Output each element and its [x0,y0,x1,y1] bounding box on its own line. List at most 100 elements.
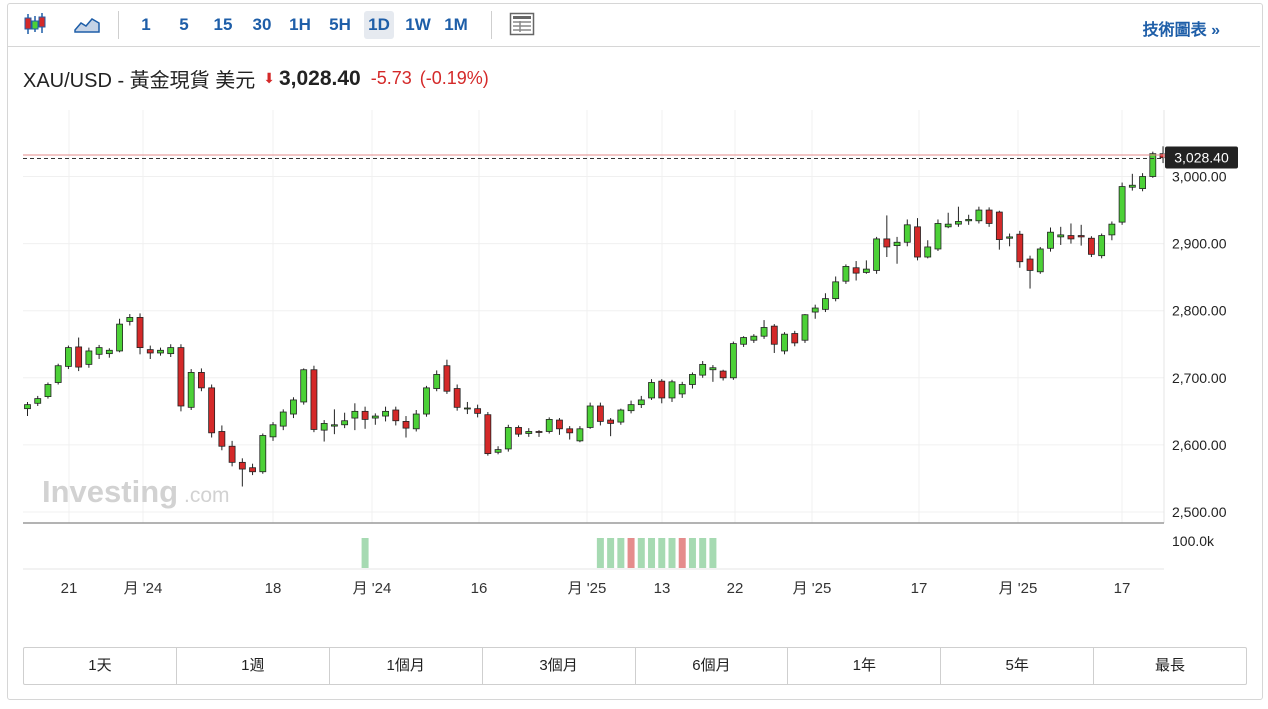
price-tick-label: 2,900.00 [1172,236,1227,252]
interval-1m-button[interactable]: 1 [141,15,151,34]
candle-down [474,404,482,418]
candle-body [576,428,584,442]
interval-15m-button[interactable]: 15 [213,15,233,34]
last-price-tag-label: 3,028.40 [1174,149,1229,165]
instrument-name: XAU/USD - 黃金現貨 美元 [23,70,256,92]
candle-down [136,313,144,355]
candle-body [566,428,574,434]
candle-body [198,372,205,389]
candle-up [627,400,635,414]
candle-up [903,219,911,247]
candle-down [883,215,891,258]
candle-body [463,407,471,410]
price-tick-label: 2,800.00 [1172,303,1227,319]
candle-down [995,210,1003,250]
volume-bar [688,538,696,568]
candle-body [320,423,328,431]
interval-5h-button[interactable]: 5H [329,15,351,34]
candle-body [1036,248,1044,273]
time-tick-label: 18 [265,580,282,597]
candle-body [504,427,512,450]
candle-body [392,409,400,422]
chart-grid [23,110,1164,523]
candle-body [474,408,482,414]
candle-up [85,347,93,368]
range-3-months[interactable]: 3個月 [483,648,636,684]
range-6-months[interactable]: 6個月 [636,648,789,684]
candle-body [1139,176,1146,189]
candle-body [157,349,164,354]
candle-up [1057,226,1065,245]
candle-body [208,387,216,434]
candle-down [392,406,400,426]
candle-up [126,314,134,326]
interval-5m-button[interactable]: 5 [179,15,189,34]
candle-up [351,403,359,431]
candle-body [218,431,226,447]
candle-body [934,223,942,250]
price-change: -5.73 [370,68,412,88]
interval-1h-button[interactable]: 1H [289,15,311,34]
candle-down [177,344,185,412]
candle-body [1067,235,1075,240]
interval-1mo-button[interactable]: 1M [444,15,468,34]
range-max[interactable]: 最長 [1155,657,1186,674]
candle-body [330,424,338,427]
candle-body [484,414,492,455]
candle-up [709,365,717,382]
candle-body [781,333,788,352]
toolbar-divider [491,11,492,39]
price-chart[interactable]: Investing .com 2,500.002,600.002,700.002… [0,0,1268,640]
range-5-years[interactable]: 5年 [941,648,1095,684]
chart-widget-frame [7,3,1263,700]
candle-up [944,212,952,229]
candle-up [975,206,983,224]
candlestick-icon[interactable] [20,9,50,39]
volume-axis-label: 100.0k [1172,533,1215,549]
candle-body [801,314,809,341]
range-1-year[interactable]: 1年 [788,648,942,684]
candle-up [689,372,696,389]
candle-body [862,268,870,273]
range-1-month[interactable]: 1個月 [330,648,483,684]
candle-body [351,410,359,419]
candle-up [494,446,502,455]
candle-up [924,240,932,259]
candle-down [453,384,461,411]
candle-body [545,419,553,432]
indicators-table-icon[interactable] [507,9,537,39]
candle-body [658,380,666,399]
candle-body [811,307,819,313]
volume-bar [617,538,625,568]
price-tick-label: 3,000.00 [1172,169,1227,185]
volume-bar [596,538,604,568]
candle-up [934,219,942,251]
candle-body [607,419,615,424]
range-1-day[interactable]: 1天 [24,648,177,684]
candles-layer [24,146,1167,487]
candle-body [965,219,973,222]
interval-30m-button[interactable]: 30 [252,15,272,34]
candle-down [1067,223,1075,244]
candle-body [371,415,379,419]
candle-body [228,445,236,463]
candle-body [955,221,962,225]
interval-1w-button[interactable]: 1W [405,15,431,34]
candle-down [249,463,256,476]
range-1-week[interactable]: 1週 [177,648,330,684]
candle-up [44,382,52,399]
candle-body [412,413,420,430]
candle-body [300,369,308,403]
candle-body [85,350,93,365]
candle-down [1077,224,1085,246]
candle-down [607,418,615,437]
area-chart-icon[interactable] [72,9,102,39]
candle-body [883,238,891,248]
toolbar-divider [118,11,119,39]
interval-1d-button[interactable]: 1D [364,11,394,39]
candle-body [719,370,727,379]
candle-body [822,298,829,310]
technical-chart-link[interactable]: 技術圖表 » [1142,22,1220,39]
candle-up [412,410,420,432]
candle-body [65,347,72,367]
